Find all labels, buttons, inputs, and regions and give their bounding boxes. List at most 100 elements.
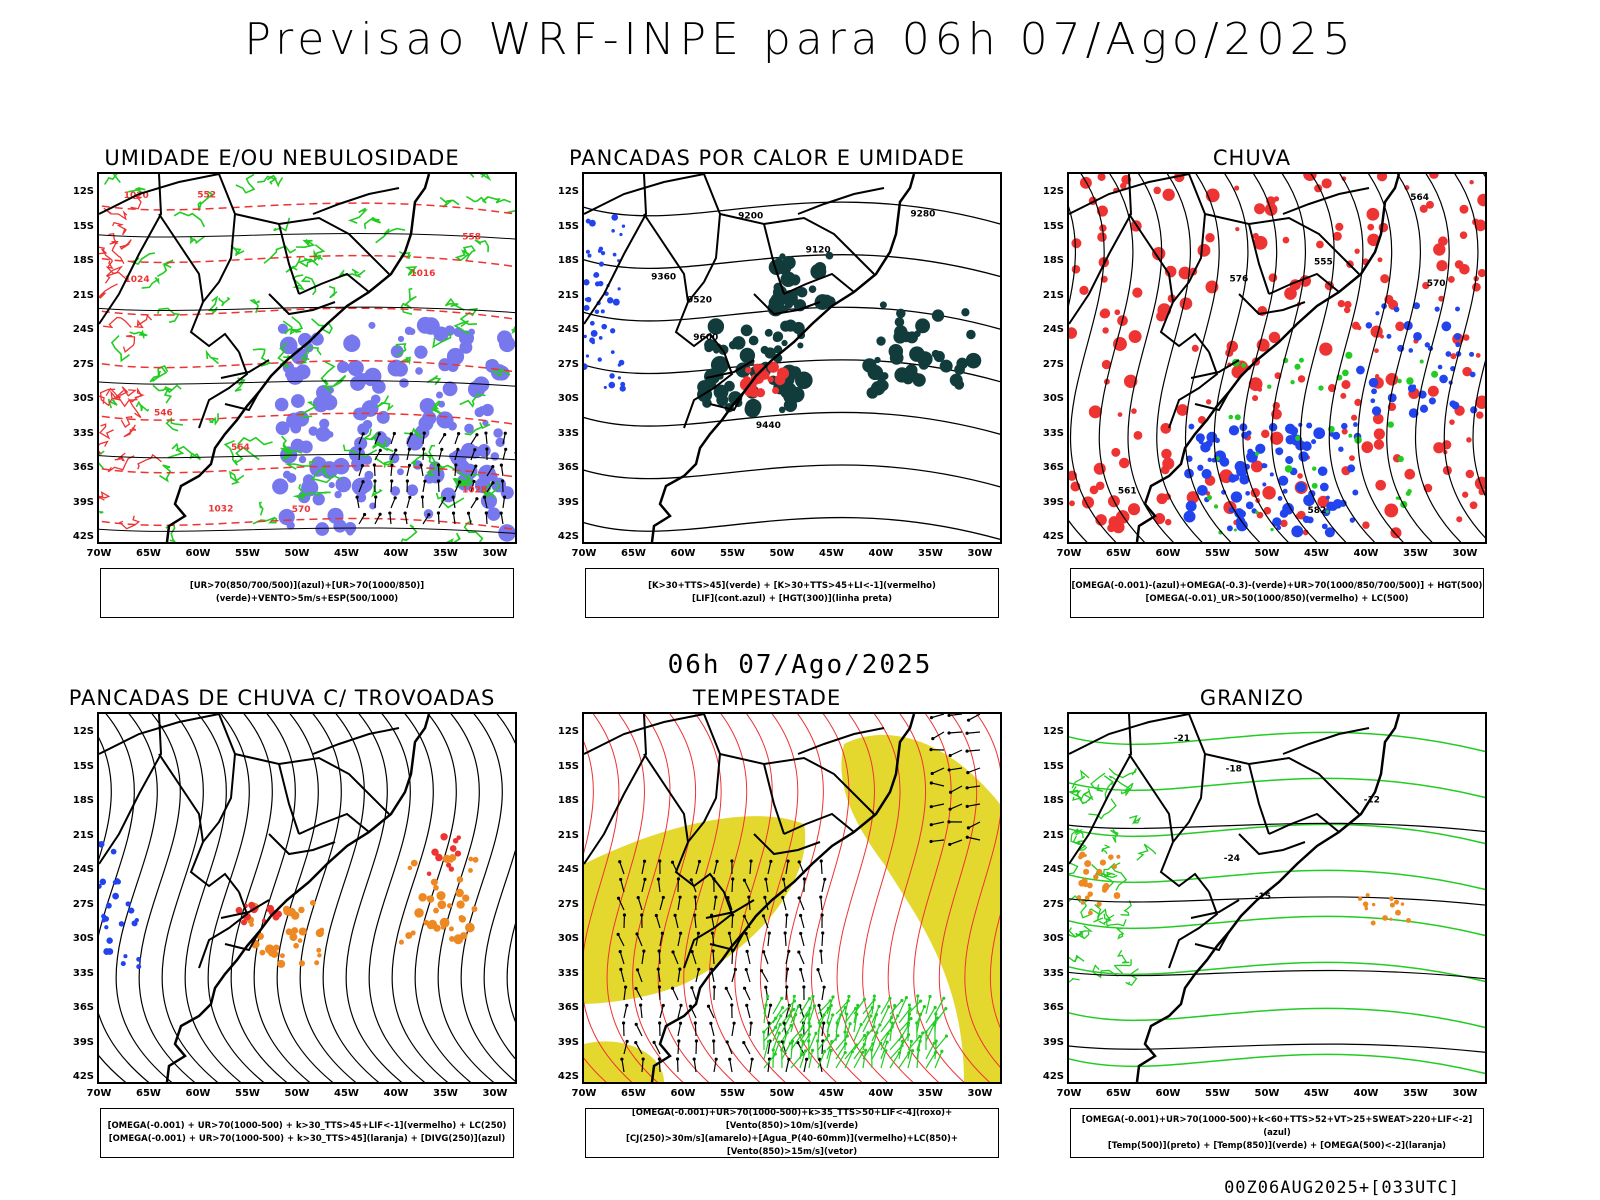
lon-tick-label: 60W [670,548,696,559]
lat-tick-label: 39S [72,496,94,508]
lat-tick-label: 27S [1042,898,1064,910]
lat-tick-label: 21S [72,829,94,841]
lat-tick-label: 24S [557,324,579,335]
lat-tick-label: 36S [557,1002,579,1013]
lat-tick-label: 42S [1042,1071,1064,1082]
page-title: Previsao WRF-INPE para 06h 07/Ago/2025 [244,14,1356,65]
lon-tick-label: 55W [720,548,745,559]
lon-tick-label: 40W [383,548,409,559]
map-area[interactable]: 582 576 570 564 561 555 [1067,172,1487,544]
lon-tick-label: 70W [571,1088,597,1099]
contour-label: 9280 [910,210,935,220]
lon-tick-label: 35W [1403,548,1428,559]
lon-tick-label: 35W [433,548,458,559]
lat-tick-label: 30S [72,933,94,944]
lat-tick-label: 30S [1042,933,1064,944]
legend-line: [OMEGA(-0.001)+UR>70(1000-500)+k<60+TTS>… [1081,1114,1473,1138]
panel-legend: [OMEGA(-0.001)-(azul)+OMEGA(-0.3)-(verde… [1070,568,1484,618]
lat-tick-label: 12S [72,186,94,197]
lon-tick-label: 55W [720,1088,745,1099]
contour-label: -15 [1255,892,1271,902]
legend-line: [LIF](cont.azul) + [HGT(300)](linha pret… [691,594,893,604]
lon-tick-label: 30W [967,1088,993,1099]
panel-storm: TEMPESTADE [OMEGA(-0.001)+UR>70(1000-500… [537,686,1002,1186]
lat-tick-label: 15S [557,220,579,232]
map-area[interactable]: 1016 570 1020 564 1024 1028 1032 546 552 558 [97,172,517,544]
contour-label: 570 [292,505,311,515]
lon-tick-label: 45W [819,548,844,559]
contour-label: 9360 [651,273,676,283]
map-area[interactable] [97,712,517,1084]
lon-tick-label: 40W [1353,1088,1379,1099]
contour-label: -24 [1224,854,1240,864]
lat-tick-label: 18S [1042,795,1064,806]
panel-legend: [OMEGA(-0.001)+UR>70(1000-500)+k>35_TTS>… [585,1108,999,1158]
contour-label: -21 [1174,734,1190,744]
lat-tick-label: 30S [557,393,579,404]
run-timestamp: 00Z06AUG2025+[033UTC] [1224,1178,1460,1198]
panel-legend: [UR>70(850/700/500)](azul)+[UR>70(1000/8… [100,568,514,618]
lon-tick-label: 55W [1205,548,1230,559]
contour-label: 1024 [125,275,150,285]
lon-tick-label: 30W [482,1088,508,1099]
lat-tick-label: 39S [1042,1036,1064,1048]
panel-legend: [OMEGA(-0.001)+UR>70(1000-500)+k<60+TTS>… [1070,1108,1484,1158]
lat-tick-label: 33S [1042,967,1064,979]
contour-label: 9440 [756,421,781,431]
lat-tick-label: 36S [1042,462,1064,473]
lon-tick-label: 50W [1254,548,1280,559]
lat-tick-label: 33S [72,427,94,439]
lon-tick-label: 45W [1304,1088,1329,1099]
lon-tick-label: 65W [621,1088,646,1099]
contour-label: 555 [1314,257,1333,267]
lat-tick-label: 27S [72,358,94,370]
contour-label: 546 [154,409,173,419]
lat-tick-label: 39S [72,1036,94,1048]
lon-tick-label: 30W [1452,1088,1478,1099]
lat-tick-label: 30S [1042,393,1064,404]
map-canvas: -12 -15 -18 -21 -24 [1069,714,1485,1082]
map-area[interactable]: 9600 9520 9440 9360 9280 9200 9120 [582,172,1002,544]
lat-tick-label: 36S [72,462,94,473]
legend-line: [CJ(250)>30m/s](amarelo)+[Agua_P(40-60mm… [625,1134,959,1157]
map-area[interactable]: -12 -15 -18 -21 -24 [1067,712,1487,1084]
lon-tick-label: 55W [235,548,260,559]
lat-tick-label: 12S [557,726,579,737]
lon-tick-label: 70W [1056,1088,1082,1099]
contour-label: -18 [1226,764,1242,774]
lon-tick-label: 50W [1254,1088,1280,1099]
lat-tick-label: 24S [557,864,579,875]
lat-tick-label: 42S [72,531,94,542]
lat-tick-label: 21S [1042,829,1064,841]
lat-tick-label: 33S [557,427,579,439]
lon-tick-label: 45W [819,1088,844,1099]
lon-tick-label: 60W [1155,1088,1181,1099]
lat-tick-label: 15S [72,220,94,232]
contour-label: 552 [197,190,216,200]
forecast-time-label: 06h 07/Ago/2025 [667,650,933,680]
lat-tick-label: 33S [1042,427,1064,439]
contour-label: 576 [1230,274,1249,284]
contour-label: 570 [1427,279,1446,289]
panel-title: CHUVA [1212,146,1292,170]
lat-tick-label: 24S [72,864,94,875]
contour-label: 1028 [462,486,487,496]
lon-tick-label: 55W [1205,1088,1230,1099]
lat-tick-label: 42S [557,1071,579,1082]
lon-tick-label: 35W [918,1088,943,1099]
map-area[interactable] [582,712,1002,1084]
contour-label: 564 [231,443,250,453]
lon-tick-label: 60W [185,548,211,559]
lon-tick-label: 70W [86,1088,112,1099]
lat-tick-label: 12S [72,726,94,737]
panel-hail: GRANIZO -12 -15 -18 -21 -24 [OMEGA(-0.001)+U… [1022,686,1487,1186]
lat-tick-label: 15S [1042,760,1064,772]
lat-tick-label: 27S [1042,358,1064,370]
lon-tick-label: 50W [284,1088,310,1099]
lon-tick-label: 50W [769,548,795,559]
lat-tick-label: 30S [72,393,94,404]
lat-tick-label: 33S [72,967,94,979]
lon-tick-label: 65W [621,548,646,559]
contour-label: 558 [462,232,481,242]
